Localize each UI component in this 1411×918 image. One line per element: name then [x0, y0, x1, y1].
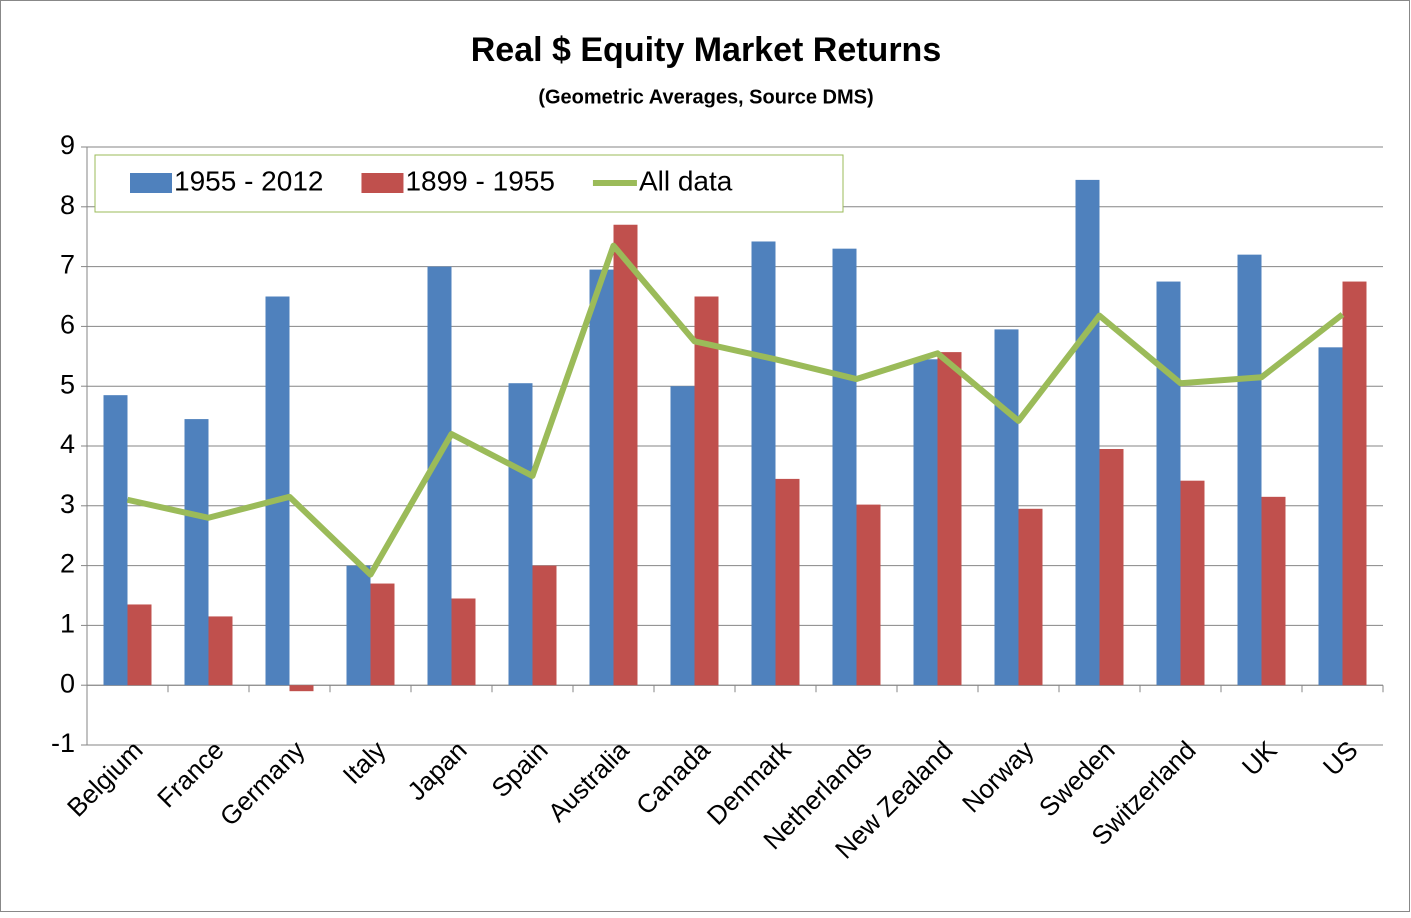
bar [1075, 179, 1100, 686]
legend: 1955 - 2012 1899 - 1955 All data [94, 154, 844, 213]
y-tick-label: 1 [60, 609, 75, 639]
bar [832, 248, 857, 686]
line-series [126, 242, 1345, 578]
bar [1180, 480, 1205, 686]
bar [1261, 496, 1286, 686]
bar [451, 598, 476, 686]
legend-box [94, 154, 844, 213]
bar [1018, 508, 1043, 686]
legend-label: All data [639, 165, 733, 196]
bar [670, 386, 695, 686]
y-tick-label: 8 [60, 190, 75, 220]
legend-swatch [130, 173, 172, 193]
y-tick-label: 4 [60, 429, 75, 459]
bar [694, 296, 719, 686]
bar [1099, 448, 1124, 686]
y-tick-label: 7 [60, 250, 75, 280]
bar [508, 383, 533, 686]
y-tick-label: 5 [60, 369, 75, 399]
bar [994, 329, 1019, 686]
legend-label: 1899 - 1955 [405, 165, 554, 196]
y-tick-label: 6 [60, 310, 75, 340]
bar [127, 604, 152, 686]
y-tick-label: 0 [60, 668, 75, 698]
bar [370, 583, 395, 686]
bar [751, 241, 776, 686]
bar [427, 266, 452, 686]
bar [208, 616, 233, 686]
chart-subtitle: (Geometric Averages, Source DMS) [538, 86, 873, 108]
bar [937, 352, 962, 686]
y-tick-label: -1 [51, 728, 75, 758]
bar [613, 224, 638, 686]
bar [775, 478, 800, 686]
bar [265, 296, 290, 686]
y-tick-label: 9 [60, 130, 75, 160]
legend-label: 1955 - 2012 [174, 165, 323, 196]
chart-title: Real $ Equity Market Returns [471, 31, 941, 69]
bar [1342, 281, 1367, 686]
bar [1318, 347, 1343, 686]
y-tick-label: 3 [60, 489, 75, 519]
y-tick-label: 2 [60, 549, 75, 579]
bar [346, 565, 371, 686]
bar [589, 269, 614, 686]
bar [1237, 254, 1262, 686]
bar [1156, 281, 1181, 686]
bar [103, 395, 128, 686]
bar [913, 359, 938, 686]
legend-swatch [361, 173, 404, 193]
bar [184, 419, 209, 686]
bar [532, 565, 557, 686]
bar [856, 504, 881, 686]
bar [289, 685, 314, 692]
